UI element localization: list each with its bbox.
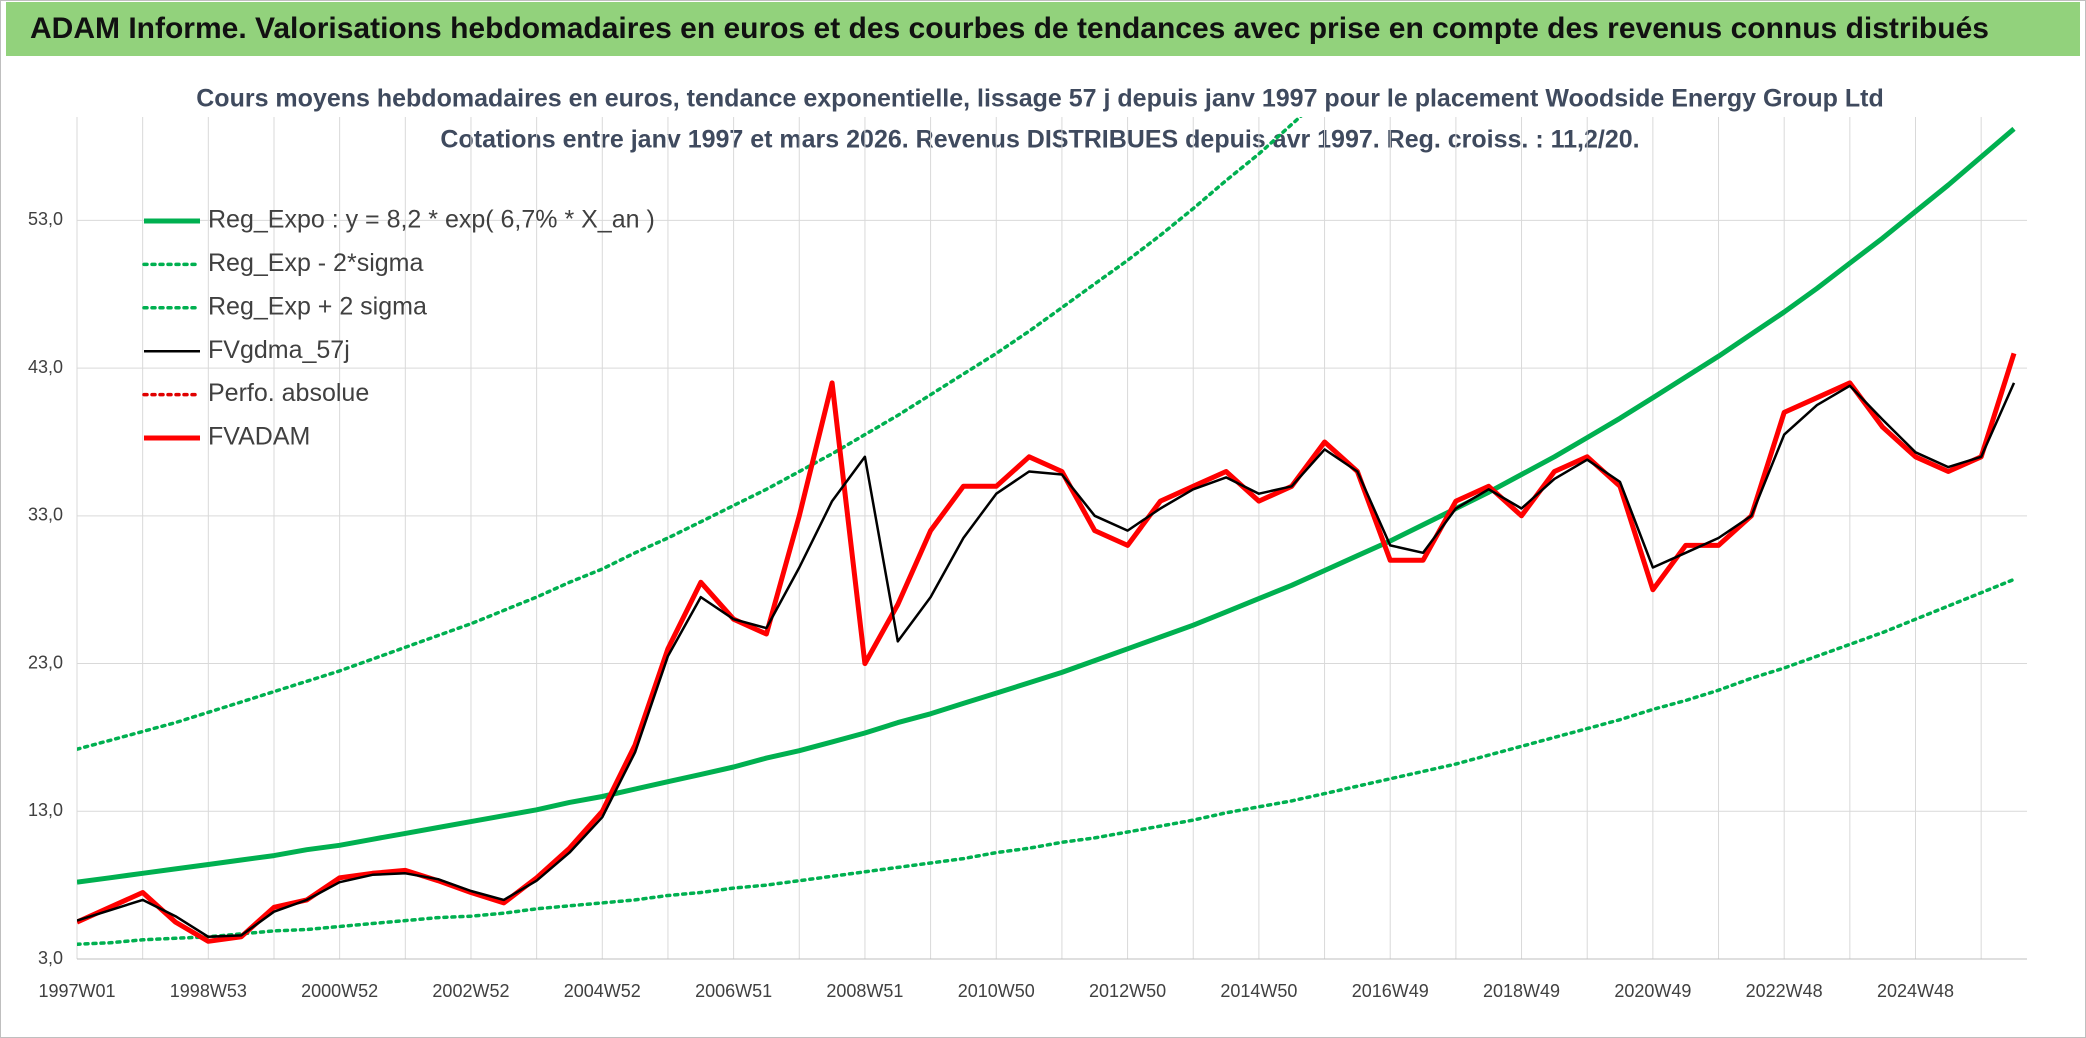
x-tick-label: 2016W49 (1352, 981, 1429, 1001)
x-tick-label: 2010W50 (958, 981, 1035, 1001)
legend-label: Reg_Exp - 2*sigma (208, 249, 423, 277)
header-bar (6, 2, 2080, 56)
x-tick-label: 2004W52 (564, 981, 641, 1001)
legend-label: FVgdma_57j (208, 336, 350, 364)
x-tick-label: 2006W51 (695, 981, 772, 1001)
x-tick-label: 2000W52 (301, 981, 378, 1001)
x-tick-label: 2018W49 (1483, 981, 1560, 1001)
legend-label: FVADAM (208, 423, 310, 451)
x-tick-label: 2020W49 (1614, 981, 1691, 1001)
header-title: ADAM Informe. Valorisations hebdomadaire… (30, 12, 1989, 45)
x-tick-label: 2014W50 (1220, 981, 1297, 1001)
chart-title: Cours moyens hebdomadaires en euros, ten… (196, 85, 1884, 113)
series-line (77, 352, 2017, 944)
x-tick-label: 2008W51 (826, 981, 903, 1001)
series-line (77, 382, 2016, 939)
plot-area (77, 117, 2017, 946)
x-tick-label: 2024W48 (1877, 981, 1954, 1001)
legend-label: Perfo. absolue (208, 379, 369, 407)
y-tick-label: 33,0 (28, 505, 63, 525)
x-tick-label: 2012W50 (1089, 981, 1166, 1001)
series-line (77, 577, 2016, 946)
series-line (77, 126, 2016, 885)
x-tick-label: 1997W01 (38, 981, 115, 1001)
series-line (77, 117, 1303, 751)
y-tick-label: 43,0 (28, 357, 63, 377)
legend-label: Reg_Exp + 2 sigma (208, 292, 427, 320)
y-tick-label: 53,0 (28, 209, 63, 229)
y-tick-label: 23,0 (28, 652, 63, 672)
x-tick-label: 1998W53 (170, 981, 247, 1001)
x-tick-label: 2002W52 (432, 981, 509, 1001)
x-tick-label: 2022W48 (1746, 981, 1823, 1001)
y-tick-label: 3,0 (38, 948, 63, 968)
chart-subtitle: Cotations entre janv 1997 et mars 2026. … (440, 126, 1639, 154)
legend-label: Reg_Expo : y = 8,2 * exp( 6,7% * X_an ) (208, 206, 655, 234)
y-tick-label: 13,0 (28, 800, 63, 820)
